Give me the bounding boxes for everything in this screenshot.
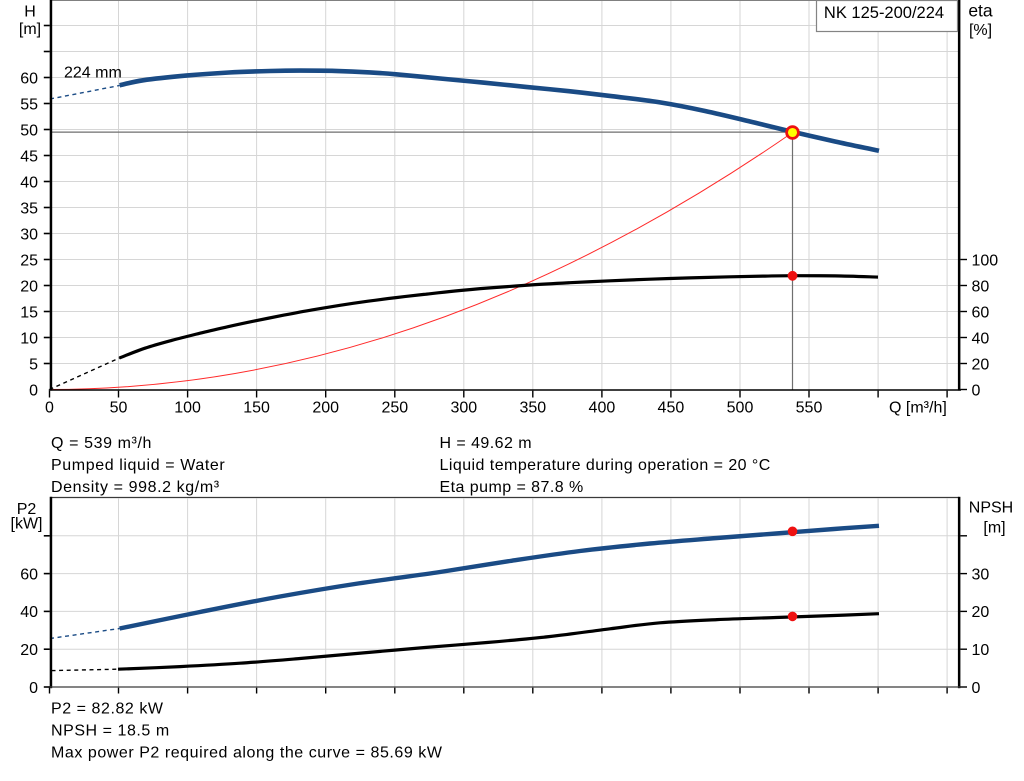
svg-text:Max power P2 required along th: Max power P2 required along the curve = … <box>51 745 443 762</box>
svg-text:300: 300 <box>450 399 477 416</box>
svg-text:45: 45 <box>20 148 38 165</box>
svg-text:80: 80 <box>972 278 990 295</box>
svg-text:0: 0 <box>29 382 38 399</box>
svg-text:150: 150 <box>243 399 270 416</box>
svg-text:H: H <box>24 4 36 21</box>
svg-text:25: 25 <box>20 252 38 269</box>
svg-text:350: 350 <box>519 399 546 416</box>
svg-text:400: 400 <box>589 399 616 416</box>
svg-text:40: 40 <box>20 604 38 621</box>
svg-text:50: 50 <box>20 122 38 139</box>
svg-text:20: 20 <box>20 642 38 659</box>
svg-text:10: 10 <box>972 642 990 659</box>
svg-text:5: 5 <box>29 356 38 373</box>
svg-text:P2 = 82.82 kW: P2 = 82.82 kW <box>51 701 164 718</box>
svg-text:eta: eta <box>968 0 993 20</box>
svg-text:NPSH: NPSH <box>969 500 1013 517</box>
svg-text:0: 0 <box>972 680 981 697</box>
svg-text:[m]: [m] <box>983 520 1005 537</box>
svg-text:224 mm: 224 mm <box>64 64 122 81</box>
svg-text:60: 60 <box>972 304 990 321</box>
svg-text:30: 30 <box>972 566 990 583</box>
svg-text:55: 55 <box>20 96 38 113</box>
svg-text:0: 0 <box>972 382 981 399</box>
svg-text:NK 125-200/224: NK 125-200/224 <box>824 4 944 22</box>
svg-text:Eta pump = 87.8 %: Eta pump = 87.8 % <box>440 479 584 496</box>
svg-text:[kW]: [kW] <box>11 516 43 533</box>
svg-text:Liquid temperature during oper: Liquid temperature during operation = 20… <box>440 457 771 474</box>
svg-text:50: 50 <box>110 399 128 416</box>
svg-text:Pumped liquid = Water: Pumped liquid = Water <box>51 457 225 474</box>
svg-text:30: 30 <box>20 226 38 243</box>
svg-text:450: 450 <box>658 399 685 416</box>
svg-text:Q = 539 m³/h: Q = 539 m³/h <box>51 435 152 452</box>
svg-text:100: 100 <box>174 399 201 416</box>
svg-text:20: 20 <box>972 356 990 373</box>
svg-text:40: 40 <box>972 330 990 347</box>
svg-text:10: 10 <box>20 330 38 347</box>
svg-text:200: 200 <box>312 399 339 416</box>
svg-text:35: 35 <box>20 200 38 217</box>
svg-text:P2: P2 <box>17 501 37 518</box>
svg-text:20: 20 <box>20 278 38 295</box>
svg-text:0: 0 <box>45 399 54 416</box>
svg-text:40: 40 <box>20 174 38 191</box>
svg-text:Q [m³/h]: Q [m³/h] <box>889 399 947 416</box>
svg-text:[m]: [m] <box>19 21 41 38</box>
svg-text:Density = 998.2 kg/m³: Density = 998.2 kg/m³ <box>51 479 220 496</box>
svg-text:100: 100 <box>972 252 999 269</box>
svg-text:60: 60 <box>20 70 38 87</box>
svg-text:0: 0 <box>29 680 38 697</box>
svg-text:20: 20 <box>972 604 990 621</box>
svg-text:NPSH = 18.5 m: NPSH = 18.5 m <box>51 723 170 740</box>
svg-text:60: 60 <box>20 566 38 583</box>
svg-text:250: 250 <box>381 399 408 416</box>
svg-text:H = 49.62 m: H = 49.62 m <box>440 435 533 452</box>
svg-text:550: 550 <box>796 399 823 416</box>
svg-text:15: 15 <box>20 304 38 321</box>
svg-text:500: 500 <box>727 399 754 416</box>
svg-text:[%]: [%] <box>969 22 992 39</box>
